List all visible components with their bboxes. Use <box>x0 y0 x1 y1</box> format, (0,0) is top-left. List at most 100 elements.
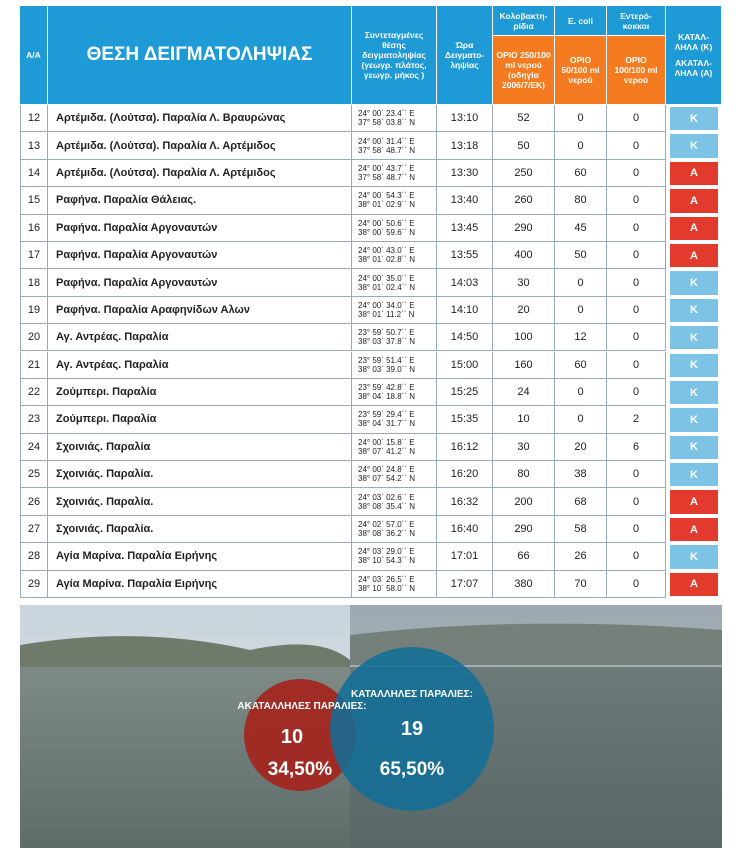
entero: 0 <box>607 324 666 352</box>
entero: 2 <box>607 406 666 434</box>
limit-cell: ΟΡΙΟ 100/100 ml νερού <box>607 36 666 105</box>
ecoli: 20 <box>555 433 607 462</box>
time: 16:40 <box>437 515 493 544</box>
verdict: Α <box>670 572 718 596</box>
location: Αγ. Αντρέας. Παραλία <box>48 351 352 379</box>
time: 16:20 <box>437 461 493 489</box>
beach-photo: ΑΚΑΤΑΛΛΗΛΕΣ ΠΑΡΑΛΙΕΣ: 10 34,50% ΚΑΤΑΛΛΗΛΕΣ … <box>20 605 722 848</box>
coord: 38° 08΄ 36.2΄΄ Ν <box>358 529 416 539</box>
verdict: Κ <box>670 380 718 405</box>
coord: 24° 00΄ 23.4΄΄ Ε <box>358 109 415 119</box>
row-id: 23 <box>20 406 48 434</box>
coord: 24° 03΄ 02.6΄΄ Ε <box>358 492 415 502</box>
coord: 38° 03΄ 37.8΄΄ Ν <box>358 337 416 347</box>
coord: 24° 00΄ 43.7΄΄ Ε <box>358 163 415 173</box>
coords: 24° 00΄ 23.4΄΄ Ε 37° 58΄ 03.8΄΄ Ν <box>352 105 437 133</box>
location: Σχοινιάς. Παραλία <box>48 433 352 462</box>
verdict: Α <box>670 517 718 542</box>
time: 13:55 <box>437 241 493 270</box>
coords: 24° 00΄ 34.0΄΄ Ε 38° 01΄ 11.2΄΄ Ν <box>352 296 437 325</box>
location: Αγία Μαρίνα. Παραλία Ειρήνης <box>48 570 352 598</box>
row-id: 26 <box>20 488 48 516</box>
coord: 38° 04΄ 18.8΄΄ Ν <box>358 392 416 402</box>
coords: 23° 59΄ 42.8΄΄ Ε 38° 04΄ 18.8΄΄ Ν <box>352 378 437 407</box>
coords: 23° 59΄ 50.7΄΄ Ε 38° 03΄ 37.8΄΄ Ν <box>352 324 437 352</box>
coords: 24° 00΄ 43.0΄΄ Ε 38° 01΄ 02.8΄΄ Ν <box>352 241 437 270</box>
time: 13:40 <box>437 187 493 215</box>
time: 13:10 <box>437 105 493 133</box>
row-id: 27 <box>20 515 48 544</box>
entero: 0 <box>607 105 666 133</box>
ecoli: 50 <box>555 241 607 270</box>
coord: 37° 58΄ 48.7΄΄ Ν <box>358 145 416 155</box>
coords: 24° 00΄ 54.3΄΄ Ε 38° 01΄ 02.9΄΄ Ν <box>352 187 437 215</box>
header-cell: Α/Α <box>20 6 48 105</box>
coord: 38° 01΄ 11.2΄΄ Ν <box>358 309 415 319</box>
ecoli: 0 <box>555 296 607 325</box>
limit-cell: ΟΡΙΟ 50/100 ml νερού <box>555 36 607 105</box>
ecoli: 60 <box>555 159 607 188</box>
coords: 24° 00΄ 43.7΄΄ Ε 37° 58΄ 48.7΄΄ Ν <box>352 159 437 188</box>
row-id: 24 <box>20 433 48 462</box>
ecoli: 68 <box>555 488 607 516</box>
time: 14:03 <box>437 269 493 297</box>
verdict: Κ <box>670 463 718 487</box>
coord: 38° 07΄ 54.2΄΄ Ν <box>358 474 416 484</box>
coord: 24° 00΄ 24.8΄΄ Ε <box>358 465 415 475</box>
coord: 38° 01΄ 02.8΄΄ Ν <box>358 255 416 265</box>
row-id: 28 <box>20 543 48 571</box>
row-id: 25 <box>20 461 48 489</box>
location: Ζούμπερι. Παραλία <box>48 406 352 434</box>
coord: 38° 08΄ 35.4΄΄ Ν <box>358 501 416 511</box>
coli: 66 <box>493 543 555 571</box>
ecoli: 60 <box>555 351 607 379</box>
coli: 80 <box>493 461 555 489</box>
header-title: ΘΕΣΗ ΔΕΙΓΜΑΤΟΛΗΨΙΑΣ <box>48 6 352 105</box>
location: Αρτέμιδα. (Λούτσα). Παραλία Λ. Βραυρώνας <box>48 105 352 133</box>
coli: 290 <box>493 214 555 242</box>
coord: 23° 59΄ 42.8΄΄ Ε <box>358 383 415 393</box>
coord: 37° 58΄ 48.7΄΄ Ν <box>358 172 416 182</box>
time: 15:25 <box>437 378 493 407</box>
bad-count: 10 <box>281 726 303 748</box>
limit-cell: ΟΡΙΟ 250/100 ml νερού (οδηγία 2006/7/ΕΚ) <box>493 36 555 105</box>
coords: 24° 02΄ 57.0΄΄ Ε 38° 08΄ 36.2΄΄ Ν <box>352 515 437 544</box>
location: Αρτέμιδα. (Λούτσα). Παραλία Λ. Αρτέμιδος <box>48 132 352 160</box>
coord: 38° 04΄ 31.7΄΄ Ν <box>358 419 416 429</box>
time: 16:12 <box>437 433 493 462</box>
verdict-header: ΑΚΑΤΑΛ-ΛΗΛΑ (Α) <box>674 58 713 78</box>
coords: 24° 00΄ 15.8΄΄ Ε 38° 07΄ 41.2΄΄ Ν <box>352 433 437 462</box>
ecoli: 26 <box>555 543 607 571</box>
coord: 24° 02΄ 57.0΄΄ Ε <box>358 520 415 530</box>
location: Ραφήνα. Παραλία Αραφηνίδων Αλων <box>48 296 352 325</box>
time: 14:50 <box>437 324 493 352</box>
location: Σχοινιάς. Παραλία. <box>48 515 352 544</box>
entero: 0 <box>607 351 666 379</box>
ecoli: 80 <box>555 187 607 215</box>
coli: 30 <box>493 433 555 462</box>
header-cell: E. coli <box>555 6 607 36</box>
ecoli: 0 <box>555 269 607 297</box>
ecoli: 0 <box>555 406 607 434</box>
coli: 30 <box>493 269 555 297</box>
header-cell: ΚΑΤΑΛ-ΛΗΛΑ (Κ) ΑΚΑΤΑΛ-ΛΗΛΑ (Α) <box>666 6 722 105</box>
coord: 38° 10΄ 58.0΄΄ Ν <box>358 583 416 593</box>
coord: 24° 00΄ 35.0΄΄ Ε <box>358 273 415 283</box>
header-cell: Κολοβακτη-ρίδια <box>493 6 555 36</box>
location: Ραφήνα. Παραλία Θάλειας. <box>48 187 352 215</box>
ecoli: 58 <box>555 515 607 544</box>
row-id: 19 <box>20 296 48 325</box>
location: Ζούμπερι. Παραλία <box>48 378 352 407</box>
header-cell: Συντεταγμένες θέσης δειγματοληψίας (γεωγ… <box>352 6 437 105</box>
verdict: Κ <box>670 107 718 131</box>
entero: 0 <box>607 187 666 215</box>
row-id: 17 <box>20 241 48 270</box>
coords: 23° 59΄ 29.4΄΄ Ε 38° 04΄ 31.7΄΄ Ν <box>352 406 437 434</box>
location: Ραφήνα. Παραλία Αργοναυτών <box>48 241 352 270</box>
entero: 0 <box>607 461 666 489</box>
coord: 38° 00΄ 59.6΄΄ Ν <box>358 227 416 237</box>
coli: 380 <box>493 570 555 598</box>
coord: 38° 01΄ 02.9΄΄ Ν <box>358 200 416 210</box>
coord: 24° 00΄ 31.4΄΄ Ε <box>358 136 415 146</box>
coords: 24° 03΄ 02.6΄΄ Ε 38° 08΄ 35.4΄΄ Ν <box>352 488 437 516</box>
